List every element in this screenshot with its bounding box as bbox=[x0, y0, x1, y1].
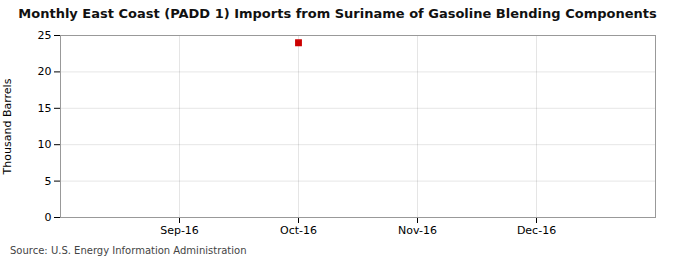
svg-text:Sep-16: Sep-16 bbox=[160, 224, 199, 237]
svg-text:Oct-16: Oct-16 bbox=[280, 224, 317, 237]
svg-text:5: 5 bbox=[45, 175, 52, 188]
svg-text:0: 0 bbox=[45, 211, 52, 224]
svg-text:25: 25 bbox=[38, 29, 52, 42]
svg-text:10: 10 bbox=[38, 138, 52, 151]
svg-text:Dec-16: Dec-16 bbox=[517, 224, 556, 237]
svg-text:Thousand Barrels: Thousand Barrels bbox=[1, 78, 14, 175]
svg-text:15: 15 bbox=[38, 102, 52, 115]
html-text:Monthly East Coast (PADD 1) Im: Monthly East Coast (PADD 1) Imports from… bbox=[18, 6, 657, 21]
svg-text:Nov-16: Nov-16 bbox=[398, 224, 437, 237]
html-text:Source: U.S. Energy Informatio: Source: U.S. Energy Information Administ… bbox=[10, 245, 247, 256]
svg-text:20: 20 bbox=[38, 65, 52, 78]
